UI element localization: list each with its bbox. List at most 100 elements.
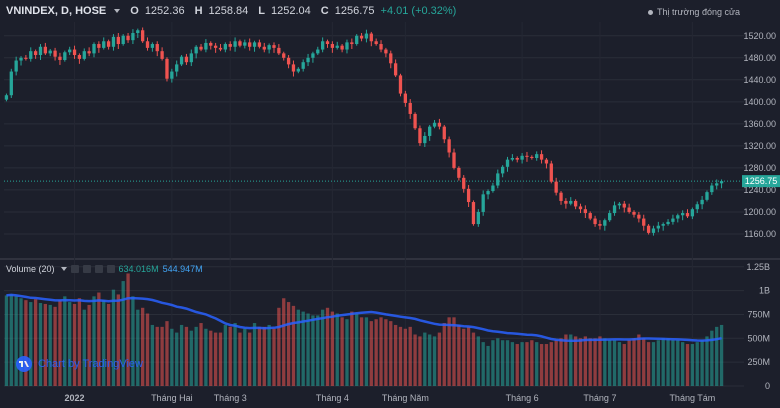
candle-body	[374, 41, 378, 45]
candle-body	[24, 57, 28, 59]
volume-bar	[661, 338, 665, 386]
price-tick-label: 1520.00	[743, 31, 776, 41]
candle-body	[408, 102, 412, 114]
symbol-title[interactable]: VNINDEX, D, HOSE	[6, 5, 107, 17]
volume-bar	[452, 317, 456, 386]
chevron-down-icon[interactable]	[114, 9, 121, 13]
candle-body	[150, 44, 155, 48]
candle-body	[384, 49, 388, 54]
candle-body	[111, 36, 116, 47]
price-tick-label: 1360.00	[743, 119, 776, 129]
volume-bar	[38, 303, 43, 386]
candle-body	[491, 185, 495, 192]
candle-body	[535, 154, 539, 158]
volume-tick-label: 250M	[747, 357, 770, 367]
candle-body	[243, 42, 247, 46]
volume-bar	[223, 324, 228, 386]
volume-bar	[442, 323, 446, 386]
volume-bar	[355, 313, 359, 386]
volume-bar	[282, 298, 286, 386]
settings-icon[interactable]	[82, 265, 91, 273]
candle-body	[209, 42, 213, 46]
price-tick-label: 1320.00	[743, 141, 776, 151]
volume-bar	[248, 332, 252, 386]
low-label: L	[258, 5, 266, 17]
volume-bar	[510, 342, 515, 386]
price-tick-label: 1280.00	[743, 163, 776, 173]
volume-bar	[413, 334, 417, 386]
candle-body	[685, 213, 690, 217]
volume-bar	[457, 324, 461, 386]
price-tick-label: 1240.00	[743, 185, 776, 195]
candle-body	[710, 185, 714, 193]
candle-body	[262, 46, 266, 50]
volume-value: 634.016M	[118, 264, 159, 274]
volume-bar	[554, 340, 558, 386]
market-status-text: Thị trường đóng cửa	[657, 7, 740, 17]
candle-body	[413, 113, 417, 129]
candle-body	[77, 55, 82, 59]
candle-body	[452, 152, 456, 168]
volume-tick-label: 1.25B	[746, 262, 770, 272]
volume-title[interactable]: Volume (20)	[6, 264, 55, 274]
volume-bar	[500, 340, 505, 386]
candle-body	[500, 166, 505, 174]
eye-icon[interactable]	[70, 265, 79, 273]
high-value: 1258.84	[208, 5, 249, 17]
tradingview-logo[interactable]: Chart by TradingView	[16, 356, 143, 372]
volume-bar	[9, 294, 13, 386]
candle-body	[666, 221, 670, 225]
volume-bar	[622, 344, 626, 386]
volume-header: Volume (20) 634.016M 544.947M	[6, 264, 203, 274]
close-icon[interactable]	[94, 265, 103, 273]
candle-body	[447, 139, 451, 153]
volume-bar	[656, 340, 660, 386]
volume-bar	[92, 296, 96, 386]
volume-bar	[24, 300, 28, 386]
volume-bar	[423, 332, 427, 386]
candle-body	[359, 35, 364, 39]
candle-body	[223, 44, 228, 50]
candle-body	[311, 53, 315, 58]
volume-bar	[666, 338, 670, 386]
candle-body	[612, 205, 617, 214]
candle-body	[486, 191, 490, 195]
candle-body	[126, 35, 130, 41]
candle-body	[286, 57, 291, 65]
volume-bar	[150, 324, 155, 386]
candle-body	[715, 183, 719, 186]
candle-body	[267, 45, 271, 50]
volume-bar	[252, 323, 257, 386]
candle-body	[325, 41, 330, 45]
volume-bar	[330, 311, 335, 386]
candle-body	[155, 44, 159, 52]
candle-body	[97, 44, 101, 48]
volume-bar	[578, 338, 583, 386]
candle-body	[277, 47, 281, 54]
volume-bar	[471, 332, 476, 386]
price-tick-label: 1440.00	[743, 75, 776, 85]
volume-bar	[593, 338, 597, 386]
candle-body	[345, 42, 349, 50]
candle-body	[136, 30, 140, 34]
candle-body	[350, 42, 354, 45]
candle-body	[282, 53, 286, 58]
candle-body	[418, 128, 422, 144]
candle-body	[646, 225, 651, 233]
volume-bar	[676, 340, 680, 386]
volume-bar	[598, 336, 602, 386]
candle-body	[306, 57, 310, 63]
volume-bar	[690, 344, 695, 386]
chevron-down-icon[interactable]	[60, 267, 67, 271]
candle-body	[578, 206, 583, 210]
volume-bar	[238, 332, 242, 386]
candle-body	[257, 42, 262, 47]
more-icon[interactable]	[106, 265, 115, 273]
volume-bar	[29, 302, 33, 386]
volume-bar	[695, 342, 699, 386]
time-tick-label: Tháng Năm	[382, 393, 429, 403]
candle-body	[544, 159, 549, 164]
candle-body	[19, 57, 23, 61]
